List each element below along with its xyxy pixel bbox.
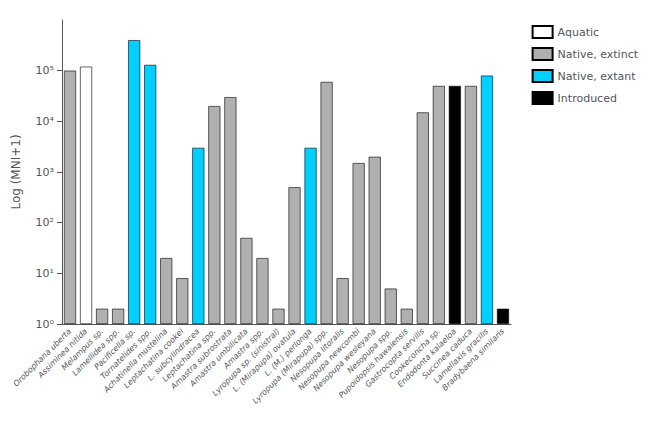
svg-text:Tornatelides spp.: Tornatelides spp. bbox=[98, 326, 154, 382]
svg-text:Assiminea nitida: Assiminea nitida bbox=[36, 326, 90, 380]
svg-text:Introduced: Introduced bbox=[558, 92, 617, 105]
svg-text:Lamellaxis gracilis: Lamellaxis gracilis bbox=[431, 326, 491, 386]
svg-text:Nesopupa litoralis: Nesopupa litoralis bbox=[288, 326, 346, 384]
svg-text:10⁵: 10⁵ bbox=[36, 64, 54, 77]
svg-text:L. subcylindracea: L. subcylindracea bbox=[145, 326, 202, 383]
svg-text:Melampus sp.: Melampus sp. bbox=[59, 326, 106, 373]
svg-text:Orobophana uberta: Orobophana uberta bbox=[11, 326, 74, 389]
svg-text:Native, extant: Native, extant bbox=[558, 70, 637, 83]
svg-text:10⁰: 10⁰ bbox=[36, 318, 55, 331]
svg-text:10⁴: 10⁴ bbox=[36, 115, 55, 128]
svg-text:Lyropupa sp. (sinistral): Lyropupa sp. (sinistral) bbox=[210, 326, 282, 398]
svg-text:Bradybaena similaris: Bradybaena similaris bbox=[440, 327, 506, 393]
svg-text:Lyropupa (Mirapupa) spp.: Lyropupa (Mirapupa) spp. bbox=[250, 326, 330, 406]
svg-text:L. (Mirapupa) ovatula: L. (Mirapupa) ovatula bbox=[231, 327, 298, 394]
svg-text:10³: 10³ bbox=[36, 166, 54, 179]
svg-text:Lamellidea spp.: Lamellidea spp. bbox=[70, 326, 122, 378]
svg-text:L. (M.) perlonga: L. (M.) perlonga bbox=[262, 326, 314, 378]
svg-text:Endodonta kalaeloa: Endodonta kalaeloa bbox=[395, 326, 459, 390]
svg-text:Gastrocopta servilis: Gastrocopta servilis bbox=[363, 326, 426, 390]
svg-text:Pacificella sp.: Pacificella sp. bbox=[92, 326, 138, 372]
svg-text:Nesopupa spp.: Nesopupa spp. bbox=[345, 326, 394, 376]
svg-text:Nesopupa newcombi: Nesopupa newcombi bbox=[296, 326, 362, 393]
svg-text:Log (MNI+1): Log (MNI+1) bbox=[9, 134, 23, 209]
svg-text:10¹: 10¹ bbox=[36, 267, 54, 280]
svg-text:Leptachatina cookei: Leptachatina cookei bbox=[122, 326, 186, 391]
svg-text:Nesopupa wesleyana: Nesopupa wesleyana bbox=[311, 326, 378, 394]
svg-text:Pupoidopsis hawaiensis: Pupoidopsis hawaiensis bbox=[336, 326, 410, 400]
svg-text:Amastra subrostrata: Amastra subrostrata bbox=[169, 326, 234, 392]
svg-text:Achatinella mustelina: Achatinella mustelina bbox=[101, 327, 169, 395]
svg-text:Succinea caduca: Succinea caduca bbox=[420, 326, 475, 381]
svg-text:Amastra spp.: Amastra spp. bbox=[221, 326, 266, 371]
svg-text:Amastra umbilicata: Amastra umbilicata bbox=[188, 326, 250, 389]
svg-text:Aquatic: Aquatic bbox=[558, 26, 599, 39]
svg-text:Native, extinct: Native, extinct bbox=[558, 48, 639, 61]
svg-text:Leptachatina spp.: Leptachatina spp. bbox=[160, 326, 218, 384]
svg-text:Cookeconcha sp.: Cookeconcha sp. bbox=[387, 326, 442, 382]
svg-text:10²: 10² bbox=[36, 216, 54, 229]
